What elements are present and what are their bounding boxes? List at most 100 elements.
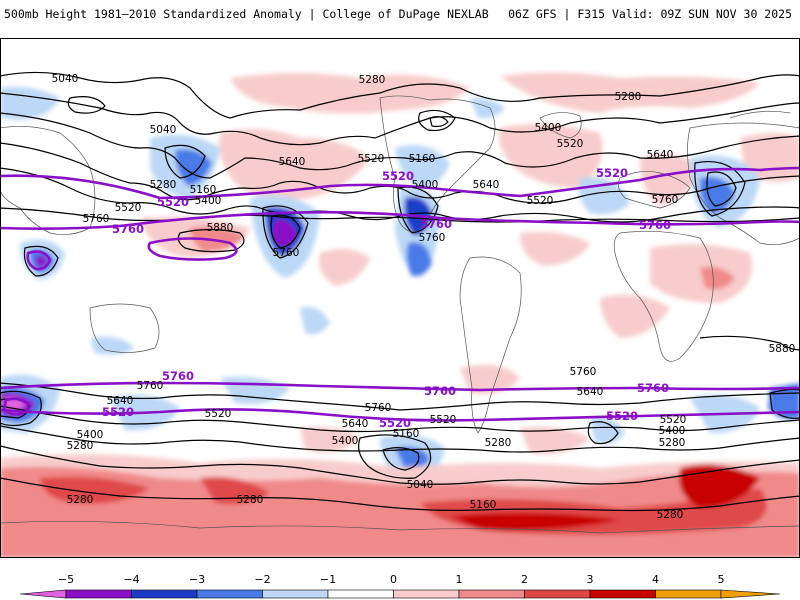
colorbar-tick-label: −5 — [58, 573, 74, 586]
colorbar-tick-labels: −5 −4 −3 −2 −1 0 1 2 3 4 5 — [58, 573, 725, 586]
contour-label: 5640 — [647, 149, 674, 161]
contour-label: 5760 — [652, 194, 679, 206]
contour-line-5880 — [147, 237, 238, 261]
contour-label: 5760 — [420, 217, 452, 231]
colorbar-segment — [262, 589, 329, 599]
antarctica-coast — [0, 520, 800, 534]
colorbar-tick-label: −1 — [320, 573, 336, 586]
title-bar: 500mb Height 1981–2010 Standardized Anom… — [0, 0, 800, 30]
map-title: 500mb Height 1981–2010 Standardized Anom… — [4, 7, 489, 21]
anomaly-region — [40, 476, 150, 504]
anomaly-region — [499, 124, 603, 188]
contour-line — [706, 171, 737, 207]
asia-coast — [687, 122, 800, 245]
colorbar-segment — [131, 589, 198, 599]
contour-line — [699, 335, 800, 351]
contour-label: 5760 — [162, 369, 194, 383]
anomaly-region — [35, 255, 48, 268]
colorbar-segments — [19, 589, 781, 599]
colorbar-tick-label: 5 — [718, 573, 725, 586]
contour-line — [0, 207, 800, 223]
highlight-contour-labels: 5520 5520 5520 5760 5760 5760 5760 5760 … — [102, 166, 671, 430]
contour-label: 5640 — [577, 386, 604, 398]
contour-line — [262, 205, 309, 259]
contour-label: 5280 — [659, 437, 686, 449]
colorbar-segment — [524, 589, 591, 599]
contour-line — [23, 245, 59, 277]
arctic-coast — [729, 111, 791, 119]
colorbar-segment — [196, 589, 263, 599]
model-run-valid-time: 06Z GFS | F315 Valid: 09Z SUN NOV 30 202… — [508, 7, 792, 21]
contour-line — [0, 112, 800, 179]
contour-line — [0, 425, 800, 453]
contour-label: 5760 — [83, 213, 110, 225]
contour-label: 5520 — [430, 414, 457, 426]
contour-label: 5520 — [358, 153, 385, 165]
anomaly-region — [679, 464, 760, 508]
contour-line-5520-north — [0, 166, 800, 200]
south-america-coast — [459, 256, 522, 434]
contour-line — [694, 161, 746, 217]
contour-label: 5760 — [419, 232, 446, 244]
anomaly-region — [650, 244, 752, 303]
contour-label: 5160 — [409, 153, 436, 165]
contour-label: 5640 — [107, 395, 134, 407]
contour-label: 5520 — [557, 138, 584, 150]
contour-line — [2, 397, 32, 416]
contour-line — [587, 421, 619, 445]
contour-label: 5280 — [67, 494, 94, 506]
anomaly-region — [319, 249, 370, 286]
coastlines — [0, 95, 800, 534]
contour-labels: 5040 5280 5280 5040 5400 5520 5160 5640 … — [52, 73, 796, 521]
north-america-coast — [379, 95, 496, 233]
contour-label: 5520 — [382, 169, 414, 183]
contour-label: 5760 — [137, 380, 164, 392]
anomaly-region — [600, 294, 670, 338]
colorbar-segment — [720, 589, 781, 599]
contour-label: 5520 — [102, 405, 134, 419]
contour-label: 5760 — [112, 222, 144, 236]
colorbar-tick-label: −2 — [254, 573, 270, 586]
contour-line — [26, 250, 52, 271]
anomaly-region — [219, 129, 370, 199]
contour-line-5760-north — [0, 210, 800, 230]
contour-line-5760-south — [0, 381, 800, 392]
contour-label: 5520 — [660, 414, 687, 426]
colorbar-tick-label: 3 — [587, 573, 594, 586]
contour-label: 5040 — [150, 124, 177, 136]
contour-label: 5400 — [332, 435, 359, 447]
contour-label: 5040 — [407, 479, 434, 491]
contour-label: 5400 — [659, 425, 686, 437]
contour-label: 5400 — [535, 122, 562, 134]
contour-label: 5280 — [615, 91, 642, 103]
anomaly-region — [520, 231, 590, 266]
anomaly-region — [500, 72, 760, 113]
contour-line — [0, 405, 800, 433]
contour-label: 5280 — [150, 179, 177, 191]
colorbar-tick-label: −4 — [123, 573, 139, 586]
contour-label: 5520 — [596, 166, 628, 180]
anomaly-region — [300, 307, 330, 335]
contour-line — [0, 382, 800, 411]
contour-label: 5520 — [606, 409, 638, 423]
anomaly-region — [395, 145, 450, 188]
contour-label: 5280 — [485, 437, 512, 449]
anomaly-region — [450, 512, 620, 531]
greenland-coast — [539, 112, 582, 139]
australia-coast — [89, 303, 160, 353]
colorbar-segment — [327, 589, 394, 599]
contour-label: 5520 — [157, 195, 189, 209]
anomaly-region — [699, 177, 735, 214]
contour-label: 5280 — [657, 509, 684, 521]
contour-label: 5760 — [365, 402, 392, 414]
colorbar-tick-label: 0 — [390, 573, 397, 586]
anomaly-map: 5040 5280 5280 5040 5400 5520 5160 5640 … — [0, 38, 800, 558]
highlight-contours — [0, 166, 800, 422]
height-contours — [0, 71, 800, 512]
anomaly-region — [460, 364, 520, 394]
contour-label: 5160 — [470, 499, 497, 511]
contour-label: 5760 — [424, 384, 456, 398]
anomaly-region — [300, 426, 360, 453]
anomaly-region — [90, 336, 135, 355]
colorbar-tick-label: 1 — [456, 573, 463, 586]
